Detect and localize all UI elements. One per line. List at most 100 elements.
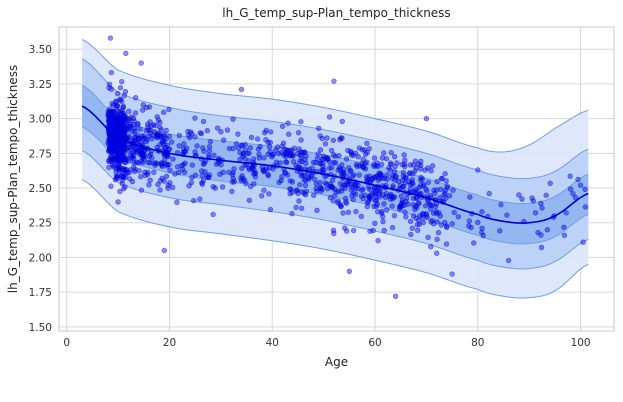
scatter-point — [296, 198, 302, 204]
scatter-point — [380, 218, 386, 225]
scatter-point — [375, 237, 381, 244]
scatter-point — [403, 214, 409, 220]
scatter-point — [134, 149, 140, 155]
scatter-point — [434, 178, 440, 185]
scatter-point — [112, 118, 118, 124]
scatter-point — [398, 193, 404, 199]
scatter-point — [229, 188, 235, 195]
scatter-point — [303, 160, 309, 167]
scatter-point — [317, 147, 324, 153]
median-curve — [81, 105, 589, 224]
scatter-point — [230, 116, 236, 122]
scatter-point — [267, 206, 274, 213]
percentile-bands — [81, 39, 589, 299]
scatter-point — [425, 234, 431, 241]
scatter-point — [154, 135, 161, 141]
scatter-point — [265, 172, 272, 179]
scatter-point — [428, 202, 434, 208]
scatter-point — [400, 169, 407, 176]
scatter-point — [166, 106, 172, 113]
scatter-point — [376, 187, 383, 193]
scatter-point — [392, 163, 398, 170]
scatter-point — [127, 176, 133, 182]
scatter-point — [387, 167, 393, 173]
scatter-point — [315, 151, 321, 157]
scatter-point — [160, 109, 167, 116]
scatter-point — [130, 129, 136, 135]
scatter-point — [248, 134, 255, 141]
scatter-point — [217, 171, 223, 177]
scatter-point — [575, 176, 581, 183]
scatter-point — [346, 268, 353, 275]
scatter-point — [249, 166, 256, 172]
scatter-point — [319, 186, 326, 192]
scatter-point — [412, 206, 418, 212]
scatter-point — [311, 192, 317, 198]
scatter-point — [261, 130, 268, 136]
scatter-point — [120, 165, 126, 172]
scatter-point — [230, 176, 237, 182]
scatter-point — [226, 169, 232, 176]
scatter-point — [254, 136, 261, 142]
scatter-point — [114, 90, 121, 97]
scatter-point — [428, 219, 434, 225]
scatter-point — [153, 122, 159, 129]
scatter-point — [297, 158, 303, 164]
scatter-point — [135, 160, 142, 166]
median-curve-layer — [81, 105, 589, 224]
scatter-point — [561, 232, 568, 238]
scatter-point — [238, 86, 245, 93]
scatter-point — [377, 194, 383, 200]
scatter-point — [200, 118, 207, 125]
scatter-point — [580, 239, 586, 245]
scatter-point — [229, 179, 236, 185]
scatter-point — [297, 181, 303, 188]
scatter-point — [420, 211, 427, 217]
scatter-point — [113, 141, 119, 147]
x-tick-label: 0 — [63, 337, 70, 349]
scatter-point — [351, 181, 357, 187]
scatter-point — [343, 156, 350, 162]
scatter-point — [544, 227, 551, 233]
scatter-point — [543, 192, 549, 198]
scatter-point — [362, 166, 369, 172]
scatter-point — [176, 143, 182, 149]
scatter-point — [161, 178, 167, 184]
scatter-point — [530, 198, 536, 204]
scatter-point — [391, 153, 398, 160]
scatter-point — [326, 114, 333, 120]
scatter-point — [319, 135, 325, 142]
scatter-point — [108, 69, 115, 76]
scatter-point — [388, 193, 395, 199]
scatter-point — [328, 147, 335, 154]
scatter-point — [207, 138, 214, 145]
scatter-point — [424, 188, 430, 194]
scatter-point — [538, 200, 544, 207]
y-tick-label: 2.50 — [29, 183, 52, 195]
scatter-point — [468, 224, 474, 231]
scatter-point — [401, 152, 407, 158]
scatter-point — [479, 209, 485, 215]
scatter-point — [379, 155, 386, 161]
scatter-point — [497, 228, 503, 234]
scatter-point — [339, 118, 345, 125]
scatter-point — [314, 155, 321, 162]
percentile-line-p99 — [81, 39, 589, 153]
scatter-point — [345, 209, 352, 215]
scatter-point — [239, 143, 245, 149]
scatter-point — [572, 194, 579, 201]
scatter-point — [418, 174, 424, 181]
scatter-point — [414, 222, 420, 228]
scatter-point — [119, 177, 125, 183]
scatter-point — [277, 160, 284, 166]
scatter-point — [391, 212, 398, 219]
scatter-point — [257, 143, 263, 150]
scatter-point — [410, 171, 416, 177]
scatter-point — [407, 162, 413, 168]
scatter-point — [106, 81, 113, 88]
scatter-point — [570, 190, 576, 197]
scatter-point — [161, 157, 168, 163]
scatter-point — [246, 197, 253, 204]
scatter-point — [108, 149, 115, 155]
scatter-point — [114, 175, 120, 182]
